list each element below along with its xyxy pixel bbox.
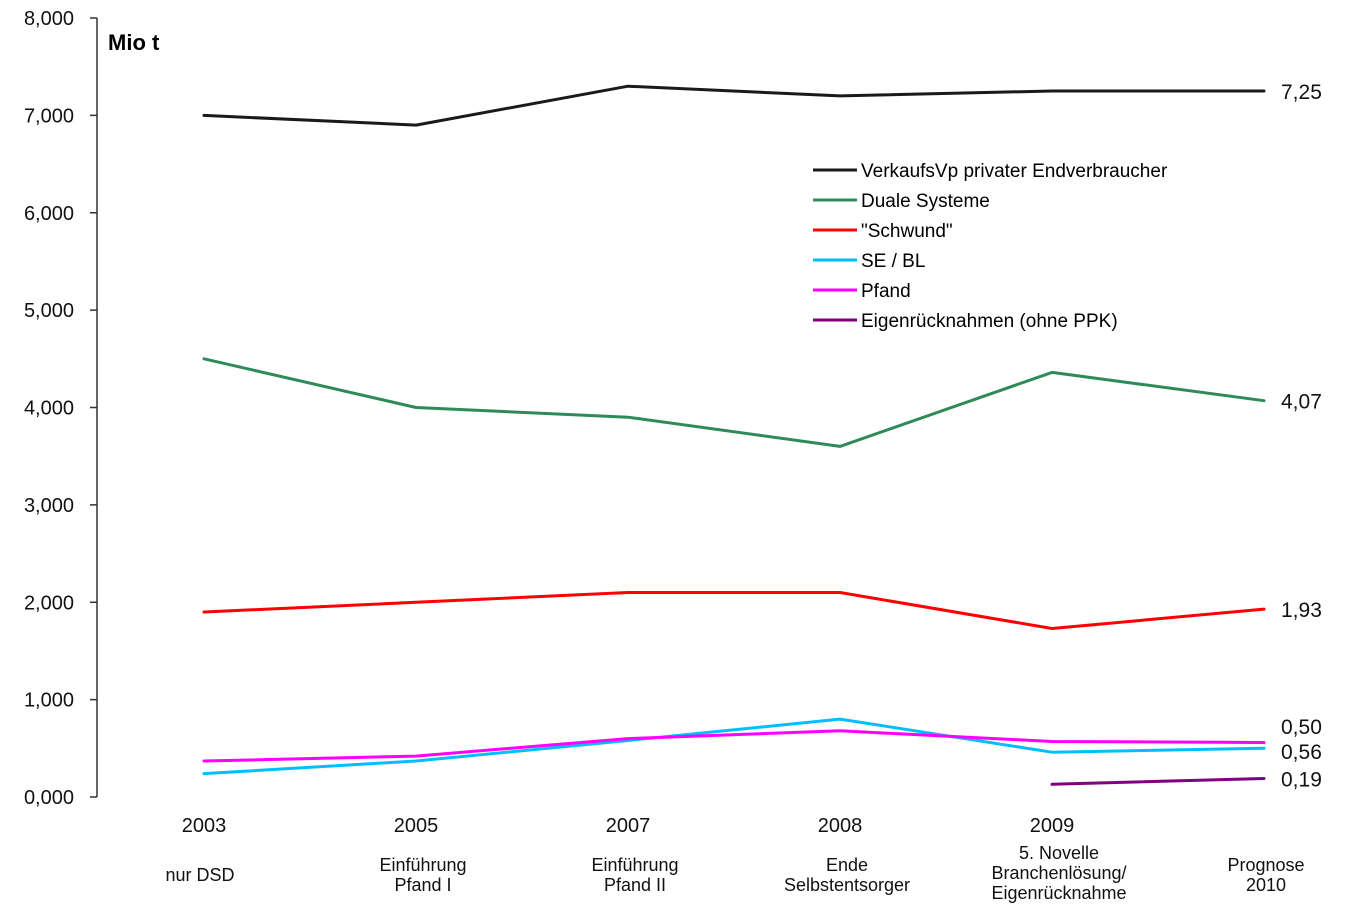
x-category-description: Pfand I <box>394 875 451 895</box>
legend-entry: Duale Systeme <box>861 191 990 212</box>
legend-entry: SE / BL <box>861 251 925 272</box>
y-tick-label: 0,000 <box>24 787 74 809</box>
y-axis-ticks: 0,000 1,000 2,000 3,000 4,000 5,000 6,000 7,000… <box>24 8 97 809</box>
end-value-label: 4,07 <box>1281 391 1322 414</box>
legend: VerkaufsVp privater Endverbraucher Duale … <box>813 161 1168 332</box>
series-line <box>1050 777 1266 786</box>
legend-entry: VerkaufsVp privater Endverbraucher <box>861 161 1168 182</box>
series-line <box>202 591 1266 630</box>
series-line <box>202 729 1266 763</box>
end-value-label: 1,93 <box>1281 599 1322 622</box>
y-axis-unit-label: Mio t <box>108 30 160 55</box>
end-value-label: 0,50 <box>1281 716 1322 739</box>
x-category-description: Ende <box>826 855 868 875</box>
x-category-year: 2008 <box>818 815 863 837</box>
legend-entry: Eigenrücknahmen (ohne PPK) <box>861 311 1118 332</box>
end-value-labels: 7,25 4,07 1,93 0,500,56 0,19 <box>1281 81 1322 791</box>
y-tick-label: 2,000 <box>24 592 74 614</box>
x-category-description: Prognose <box>1227 855 1304 875</box>
legend-entry: "Schwund" <box>861 221 953 242</box>
x-category-year: 2009 <box>1030 815 1075 837</box>
x-category-description: Einführung <box>591 855 678 875</box>
y-tick-label: 6,000 <box>24 203 74 225</box>
x-category-description: Eigenrücknahme <box>991 883 1126 903</box>
x-category-description: Pfand II <box>604 875 666 895</box>
y-tick-label: 7,000 <box>24 105 74 127</box>
x-category-description: Branchenlösung/ <box>991 863 1126 883</box>
x-category-year: 2005 <box>394 815 439 837</box>
y-tick-label: 1,000 <box>24 690 74 712</box>
x-category-description: 2010 <box>1246 875 1286 895</box>
series-lines <box>202 84 1266 786</box>
y-tick-label: 5,000 <box>24 300 74 322</box>
end-value-label: 7,25 <box>1281 81 1322 104</box>
x-category-year: 2003 <box>182 815 227 837</box>
end-value-label: 0,19 <box>1281 768 1322 791</box>
legend-entry: Pfand <box>861 281 911 302</box>
series-line <box>202 84 1266 127</box>
x-category-year: 2007 <box>606 815 651 837</box>
y-tick-label: 4,000 <box>24 398 74 420</box>
x-category-description: 5. Novelle <box>1019 843 1099 863</box>
x-category-description: Einführung <box>379 855 466 875</box>
x-category-description: nur DSD <box>165 865 234 885</box>
x-category-description: Selbstentsorger <box>784 875 910 895</box>
y-tick-label: 3,000 <box>24 495 74 517</box>
series-line <box>202 357 1266 448</box>
series-line <box>202 717 1266 776</box>
end-value-label: 0,56 <box>1281 741 1322 764</box>
y-tick-label: 8,000 <box>24 8 74 30</box>
